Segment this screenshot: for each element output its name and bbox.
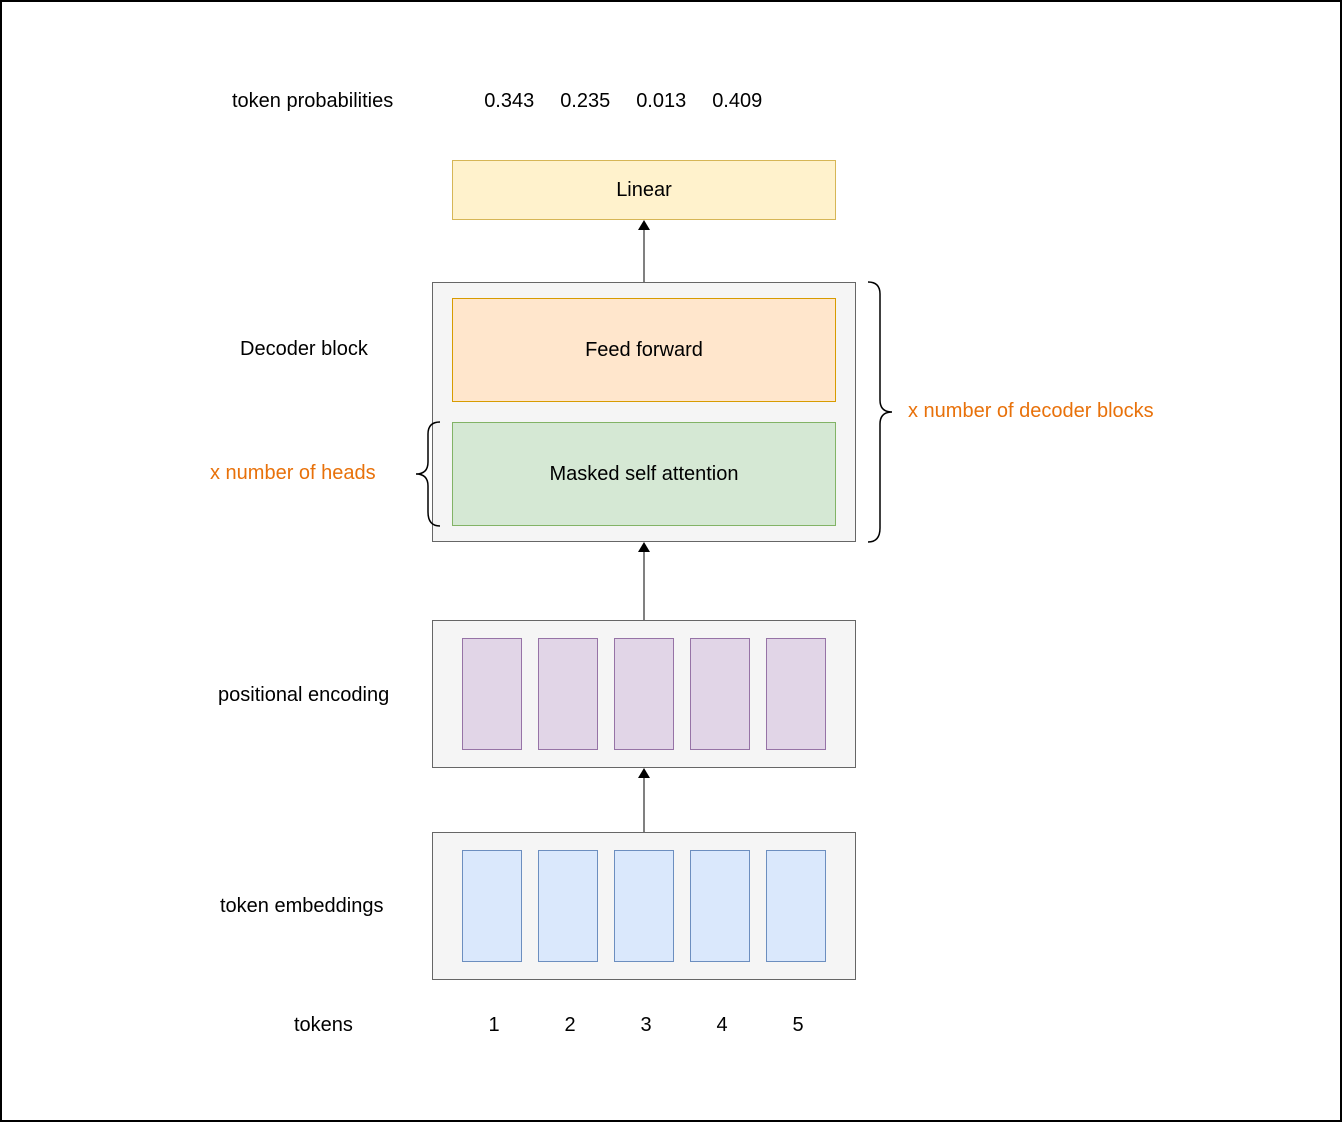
token-3: 4: [684, 1014, 760, 1037]
token-box: [462, 638, 522, 750]
brace-blocks: [862, 280, 898, 544]
token-box: [690, 850, 750, 962]
decoder-block-label: Decoder block: [240, 338, 368, 361]
feed-forward-block: Feed forward: [452, 298, 836, 402]
token-box: [690, 638, 750, 750]
token-box: [614, 638, 674, 750]
tokens-row: 1 2 3 4 5: [456, 1014, 836, 1037]
token-1: 2: [532, 1014, 608, 1037]
token-4: 5: [760, 1014, 836, 1037]
arrow-decoder-to-linear: [629, 218, 659, 284]
token-box: [614, 850, 674, 962]
token-box: [766, 850, 826, 962]
linear-block: Linear: [452, 160, 836, 220]
arrow-positional-to-decoder: [629, 540, 659, 622]
positional-encoding-label: positional encoding: [218, 684, 389, 707]
prob-1: 0.235: [547, 90, 623, 113]
token-box: [538, 850, 598, 962]
positional-tokens: [462, 638, 826, 750]
embeddings-container: [432, 832, 856, 980]
positional-container: [432, 620, 856, 768]
prob-2: 0.013: [623, 90, 699, 113]
token-box: [766, 638, 826, 750]
prob-3: 0.409: [699, 90, 775, 113]
arrow-embeddings-to-positional: [629, 766, 659, 834]
token-0: 1: [456, 1014, 532, 1037]
linear-label: Linear: [616, 179, 672, 202]
token-probabilities-label: token probabilities: [232, 90, 393, 113]
feed-forward-label: Feed forward: [585, 339, 703, 362]
blocks-label: x number of decoder blocks: [908, 400, 1154, 423]
attention-block: Masked self attention: [452, 422, 836, 526]
token-box: [462, 850, 522, 962]
heads-label: x number of heads: [210, 462, 376, 485]
prob-0: 0.343: [471, 90, 547, 113]
token-embeddings-label: token embeddings: [220, 895, 383, 918]
diagram-canvas: token probabilities 0.343 0.235 0.013 0.…: [0, 0, 1342, 1122]
token-box: [538, 638, 598, 750]
embedding-tokens: [462, 850, 826, 962]
brace-heads: [410, 420, 446, 528]
tokens-label: tokens: [294, 1014, 353, 1037]
attention-label: Masked self attention: [550, 463, 739, 486]
probabilities-row: token probabilities 0.343 0.235 0.013 0.…: [232, 90, 775, 113]
token-2: 3: [608, 1014, 684, 1037]
